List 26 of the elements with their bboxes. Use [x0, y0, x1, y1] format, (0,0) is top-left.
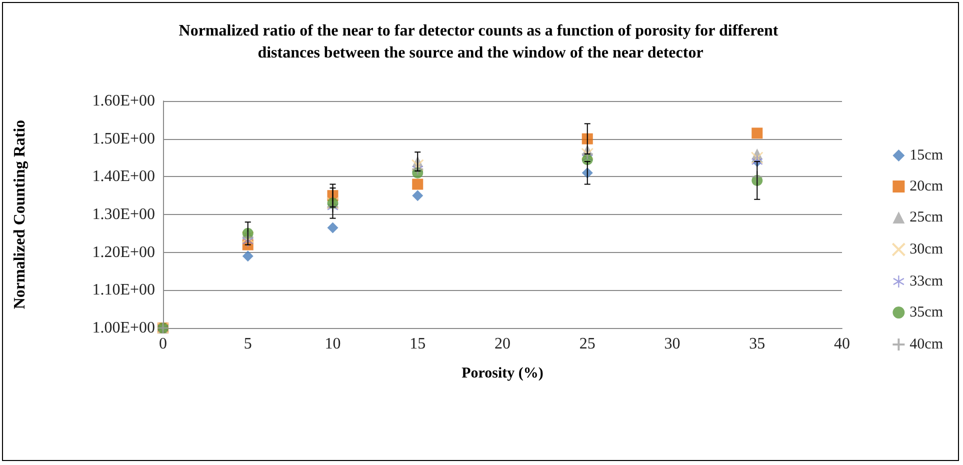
legend-label: 20cm	[910, 178, 944, 194]
legend-label: 33cm	[910, 274, 944, 290]
x-tick-label: 15	[410, 336, 426, 352]
legend-label: 15cm	[910, 148, 944, 164]
y-tick-label: 1.20E+00	[92, 244, 155, 261]
y-axis-title: Normalized Counting Ratio	[12, 120, 28, 310]
y-tick-label: 1.10E+00	[92, 282, 155, 299]
x-tick-label: 40	[834, 336, 850, 352]
x-tick-label: 10	[324, 336, 341, 352]
x-tick-label: 30	[664, 336, 680, 352]
legend-label: 40cm	[910, 336, 944, 352]
legend-label: 30cm	[910, 242, 944, 258]
y-tick-label: 1.00E+00	[92, 320, 155, 336]
legend-label: 35cm	[910, 304, 944, 320]
x-axis-title: Porosity (%)	[462, 366, 544, 382]
y-tick-label: 1.60E+00	[92, 92, 155, 110]
y-tick-label: 1.40E+00	[92, 168, 155, 186]
x-tick-label: 0	[159, 336, 167, 352]
y-tick-label: 1.50E+00	[92, 130, 155, 148]
x-tick-label: 35	[749, 336, 766, 352]
y-tick-label: 1.30E+00	[92, 206, 155, 223]
legend-label: 25cm	[910, 210, 944, 226]
x-tick-label: 25	[579, 336, 596, 352]
x-tick-label: 5	[244, 336, 252, 352]
chart-title: Normalized ratio of the near to far detector counts as a function of porosity for different distances between the source and the window of the near detector	[178, 22, 782, 62]
x-tick-label: 20	[494, 336, 510, 352]
